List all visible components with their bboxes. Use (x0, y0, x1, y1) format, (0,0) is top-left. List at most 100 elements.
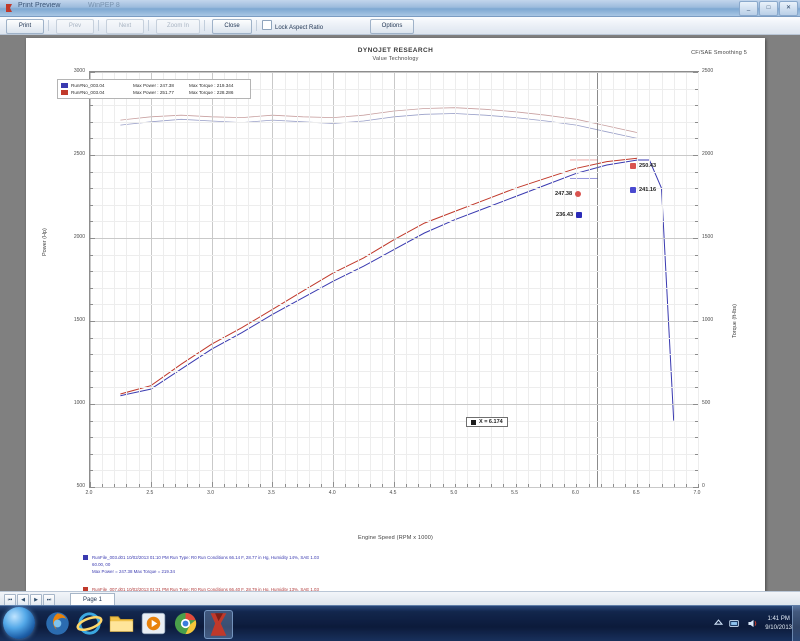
legend-row: Run#No_003.04 Max Power : 247.38 Max Torqu… (61, 82, 247, 89)
run-note-red: RunFile_007.d01 10/02/2013 01:21 PM Run … (83, 586, 692, 591)
minimize-button[interactable]: _ (739, 1, 758, 16)
y-right-tick (693, 155, 698, 156)
y-right-axis-tick-label: 2500 (702, 68, 714, 74)
x-axis-tick-label: 2.5 (146, 490, 154, 496)
y-tick (90, 487, 95, 488)
y-right-tick (695, 271, 698, 272)
x-axis-tick-label: 5.0 (450, 490, 458, 496)
legend-torque-red: Max Torque : 228.286 (189, 90, 234, 95)
gridline-minor-h (90, 255, 698, 256)
next-page-button[interactable]: Next (106, 19, 144, 34)
legend-run-blue: Run#No_003.04 (71, 83, 105, 88)
callout-value: 247.38 (555, 191, 573, 197)
start-button[interactable] (3, 607, 35, 639)
close-preview-button[interactable]: Close (212, 19, 252, 34)
x-tick (297, 484, 298, 487)
callout-blue-right: 241.16 (630, 186, 656, 194)
window-titlebar[interactable]: Print Preview WinPEP 8 _ □ ✕ (0, 0, 800, 17)
gridline-major-h (90, 238, 698, 239)
gridline-major-v (394, 72, 395, 487)
gridline-minor-v (102, 72, 103, 487)
firefox-taskbar-icon[interactable] (44, 610, 71, 637)
gridline-minor-h (90, 338, 698, 339)
gridline-minor-v (443, 72, 444, 487)
preview-scroll-area[interactable]: DYNOJET RESEARCH Value Technology CF/SAE… (0, 35, 800, 591)
gridline-major-v (212, 72, 213, 487)
window-subtitle: WinPEP 8 (88, 2, 120, 9)
dyno-plot (89, 71, 699, 488)
maximize-button[interactable]: □ (759, 1, 778, 16)
run-note-blue: RunFile_003.d01 10/02/2013 01:10 PM Run … (83, 554, 692, 575)
curve-run-003-04-torque (120, 113, 638, 139)
x-axis-tick-label: 4.0 (328, 490, 336, 496)
y-tick (90, 288, 93, 289)
gridline-minor-h (90, 205, 698, 206)
gridline-minor-v (552, 72, 553, 487)
zoom-in-button[interactable]: Zoom In (156, 19, 200, 34)
gridline-minor-v (236, 72, 237, 487)
gridline-minor-v (345, 72, 346, 487)
x-axis-tick-label: 6.5 (632, 490, 640, 496)
callout-value: 241.16 (639, 187, 657, 193)
gridline-major-h (90, 321, 698, 322)
page-tab[interactable]: Page 1 (70, 593, 116, 606)
print-button[interactable]: Print (6, 19, 44, 34)
chrome-taskbar-icon[interactable] (172, 610, 199, 637)
run-note-blue-line1: RunFile_003.d01 10/02/2013 01:10 PM Run … (92, 555, 319, 560)
gridline-minor-h (90, 172, 698, 173)
show-desktop-button[interactable] (792, 606, 800, 641)
y-right-axis-tick-label: 0 (702, 483, 705, 489)
x-tick (90, 482, 91, 487)
gridline-major-h (90, 404, 698, 405)
x-tick (345, 484, 346, 487)
gridline-minor-h (90, 105, 698, 106)
y-right-tick (695, 188, 698, 189)
run-note-blue-line2: 60.00, 00 (92, 562, 111, 567)
x-tick (455, 484, 456, 487)
volume-icon[interactable] (747, 618, 760, 629)
callout-marker-red (575, 191, 582, 197)
x-tick (686, 484, 687, 487)
legend-swatch-blue (61, 83, 68, 88)
y-right-tick (695, 105, 698, 106)
y-tick (90, 271, 93, 272)
gridline-minor-v (175, 72, 176, 487)
gridline-minor-v (139, 72, 140, 487)
curve-run-007-04-power (120, 157, 638, 395)
x-tick (662, 484, 663, 487)
y-right-tick (695, 354, 698, 355)
file-explorer-taskbar-icon[interactable] (108, 610, 135, 637)
x-tick (516, 484, 517, 487)
taskbar-clock[interactable]: 1:41 PM 9/10/2013 (765, 615, 798, 633)
x-tick (224, 484, 225, 487)
lock-aspect-ratio-label: Lock Aspect Ratio (275, 25, 324, 31)
y-axis-tick-label: 2500 (73, 151, 85, 157)
prev-page-button[interactable]: Prev (56, 19, 94, 34)
page-tab-bar: ⏮ ◀ ▶ ⏭ Page 1 (0, 591, 800, 606)
callout-red-right: 250.43 (630, 162, 656, 170)
gridline-minor-v (637, 72, 638, 487)
gridline-minor-h (90, 138, 698, 139)
close-button[interactable]: ✕ (779, 1, 798, 16)
x-tick (212, 482, 213, 487)
y-right-tick (695, 421, 698, 422)
y-tick (90, 172, 93, 173)
y-right-tick (695, 205, 698, 206)
winpep-taskbar-icon[interactable] (204, 610, 233, 639)
x-axis-tick-label: 3.5 (267, 490, 275, 496)
lock-aspect-ratio-checkbox[interactable]: Lock Aspect Ratio (262, 20, 323, 31)
gridline-minor-h (90, 288, 698, 289)
media-player-taskbar-icon[interactable] (140, 610, 167, 637)
gridline-minor-v (248, 72, 249, 487)
y-tick (90, 221, 93, 222)
x-tick (479, 484, 480, 487)
gridline-major-v (151, 72, 152, 487)
gridline-minor-v (382, 72, 383, 487)
options-button[interactable]: Options (370, 19, 414, 34)
curve-run-007-04-torque (120, 107, 638, 133)
y-axis-tick-label: 3000 (73, 68, 85, 74)
internet-explorer-taskbar-icon[interactable] (76, 610, 103, 637)
gridline-minor-v (503, 72, 504, 487)
network-icon[interactable] (729, 618, 742, 629)
show-hidden-icons-icon[interactable] (713, 618, 724, 629)
